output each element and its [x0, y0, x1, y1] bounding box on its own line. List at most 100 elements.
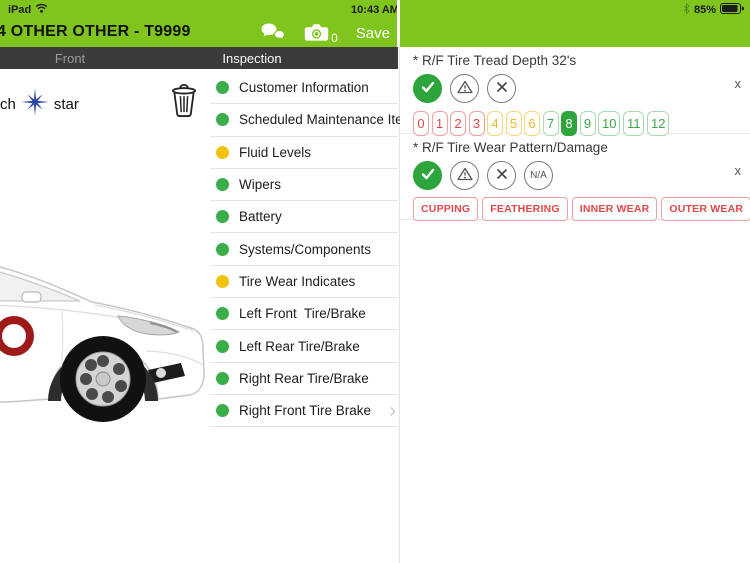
- warning-icon: [456, 167, 473, 184]
- trash-icon: [170, 83, 198, 121]
- bluetooth-icon: [683, 3, 690, 17]
- item-label: Left Front Tire/Brake: [239, 306, 366, 322]
- item-label: Left Rear Tire/Brake: [239, 338, 360, 354]
- camera-button[interactable]: 0: [304, 23, 338, 45]
- list-item[interactable]: Left Rear Tire/Brake: [210, 330, 398, 363]
- camera-icon: [304, 23, 329, 45]
- tread-depth-section: * R/F Tire Tread Depth 32's x 0 1 2 3 4: [400, 47, 750, 136]
- star-annotation[interactable]: star: [20, 87, 79, 122]
- annotation-circle: [0, 316, 34, 356]
- list-item[interactable]: Wipers: [210, 168, 398, 202]
- star-label: star: [53, 95, 79, 113]
- check-icon: [421, 168, 435, 183]
- chat-icon: [261, 23, 286, 44]
- fail-button[interactable]: [487, 74, 516, 103]
- scale-button[interactable]: 10: [598, 111, 621, 136]
- panel-divider: [398, 47, 400, 563]
- list-item[interactable]: Customer Information: [210, 72, 398, 105]
- partial-search-label: ch: [0, 95, 16, 113]
- pass-button[interactable]: [413, 161, 442, 190]
- status-dot: [216, 81, 229, 95]
- tread-depth-scale: 0 1 2 3 4 5 6 7 8 9 10 11 12: [413, 111, 740, 136]
- scale-button[interactable]: 9: [579, 111, 596, 136]
- tab-bar: Front Inspection: [0, 47, 398, 69]
- caution-button[interactable]: [450, 74, 479, 103]
- x-icon: [496, 168, 508, 183]
- pass-button[interactable]: [413, 74, 442, 103]
- check-icon: [421, 81, 435, 96]
- wear-pattern-section: * R/F Tire Wear Pattern/Damage x N/A CUP…: [400, 134, 750, 221]
- status-dot: [216, 371, 229, 385]
- list-item[interactable]: Right Rear Tire/Brake: [210, 362, 398, 395]
- caution-button[interactable]: [450, 161, 479, 190]
- scale-button[interactable]: 2: [450, 111, 466, 136]
- list-item[interactable]: Fluid Levels: [210, 136, 398, 169]
- scale-button[interactable]: 0: [413, 111, 429, 136]
- status-dot: [216, 307, 229, 321]
- clock: 10:43 AM: [351, 4, 399, 16]
- x-icon: [496, 81, 508, 96]
- list-item-right-front[interactable]: Right Front Tire Brake ›: [210, 394, 398, 428]
- scale-button[interactable]: 6: [524, 111, 540, 136]
- item-label: Right Front Tire Brake: [239, 403, 372, 419]
- na-label: N/A: [530, 170, 547, 181]
- item-label: Scheduled Maintenance Items: [239, 112, 421, 128]
- na-button[interactable]: N/A: [524, 161, 553, 190]
- photo-count: 0: [331, 30, 338, 45]
- delete-annotation-button[interactable]: [168, 83, 200, 121]
- status-dot: [216, 145, 229, 159]
- scale-button[interactable]: 3: [468, 111, 485, 136]
- scale-button[interactable]: 1: [431, 111, 448, 136]
- list-item[interactable]: Left Front Tire/Brake: [210, 298, 398, 331]
- option-button[interactable]: FEATHERING: [482, 197, 568, 221]
- item-label: Systems/Components: [239, 241, 372, 257]
- warning-icon: [456, 80, 473, 97]
- scale-button[interactable]: 7: [542, 111, 559, 136]
- status-dot: [216, 274, 229, 288]
- page-title: 4 OTHER OTHER - T9999: [0, 23, 191, 40]
- section-title: * R/F Tire Tread Depth 32's: [413, 53, 577, 68]
- vehicle-illustration[interactable]: [0, 255, 205, 425]
- scale-button[interactable]: 5: [505, 111, 522, 136]
- star-icon: [20, 87, 50, 122]
- option-button[interactable]: INNER WEAR: [571, 197, 658, 221]
- status-dot: [216, 242, 229, 256]
- scale-button[interactable]: 4: [487, 111, 503, 136]
- wifi-icon: [35, 3, 48, 16]
- item-label: Customer Information: [239, 80, 369, 96]
- close-section-button[interactable]: x: [734, 76, 742, 91]
- tab-inspection[interactable]: Inspection: [222, 50, 282, 66]
- green-header: iPad 10:43 AM 85% 4 OTHER OTHER - T9999: [0, 0, 750, 47]
- item-label: Wipers: [239, 177, 282, 193]
- scale-button-selected[interactable]: 8: [561, 111, 577, 136]
- wear-pattern-options: CUPPING FEATHERING INNER WEAR OUTER WEAR…: [413, 197, 750, 221]
- save-button[interactable]: Save: [355, 25, 390, 42]
- list-item[interactable]: Tire Wear Indicates: [210, 265, 398, 299]
- inspection-list: Customer Information Scheduled Maintenan…: [210, 72, 421, 428]
- battery-icon: [720, 3, 745, 17]
- status-bar: iPad 10:43 AM 85%: [0, 0, 750, 20]
- chat-button[interactable]: [261, 23, 286, 44]
- scale-button[interactable]: 12: [646, 111, 670, 136]
- tab-front[interactable]: Front: [54, 50, 86, 66]
- list-item[interactable]: Scheduled Maintenance Items: [210, 104, 421, 137]
- option-button[interactable]: OUTER WEAR: [661, 197, 750, 221]
- item-label: Fluid Levels: [239, 144, 312, 160]
- detail-panel: * R/F Tire Tread Depth 32's x 0 1 2 3 4: [400, 47, 750, 563]
- option-button[interactable]: CUPPING: [413, 197, 479, 221]
- rating-row: N/A: [413, 161, 740, 190]
- fail-button[interactable]: [487, 161, 516, 190]
- item-label: Right Rear Tire/Brake: [239, 370, 369, 386]
- list-item[interactable]: Systems/Components: [210, 233, 398, 266]
- close-section-button[interactable]: x: [734, 163, 742, 178]
- scale-button[interactable]: 11: [622, 111, 645, 136]
- item-label: Battery: [239, 209, 282, 225]
- carrier-label: iPad: [8, 3, 32, 16]
- list-item[interactable]: Battery: [210, 201, 398, 234]
- nav-bar: 4 OTHER OTHER - T9999 0 Save: [0, 20, 398, 47]
- status-dot: [216, 404, 229, 418]
- status-dot: [216, 113, 229, 127]
- status-dot: [216, 339, 229, 353]
- panel-divider: [397, 0, 400, 47]
